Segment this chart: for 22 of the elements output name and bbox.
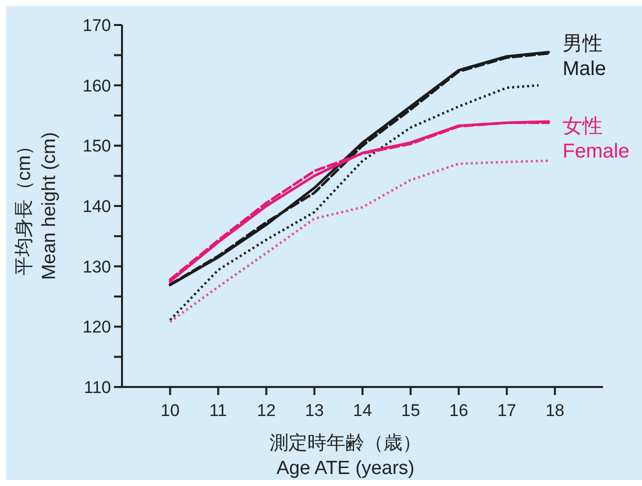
x-tick-label: 13 <box>304 401 324 420</box>
y-tick-label: 160 <box>82 76 111 96</box>
y-tick-label: 140 <box>82 197 111 216</box>
series-label: 女性 Female <box>562 116 630 163</box>
x-tick-label: 16 <box>449 401 468 420</box>
x-tick-label: 14 <box>353 401 372 420</box>
line-series <box>168 84 540 322</box>
y-tick-label: 150 <box>82 136 111 156</box>
y-axis-title: 平均身長（cm） Mean height (cm) <box>14 132 60 280</box>
x-axis-title: 測定時年齢（歳） Age ATE (years) <box>270 432 422 479</box>
x-tick-label: 10 <box>160 401 180 420</box>
y-tick-label: 130 <box>82 257 111 276</box>
y-tick-label: 110 <box>84 378 111 397</box>
line-series <box>168 160 550 324</box>
x-tick-label: 12 <box>256 401 276 420</box>
series-label: 男性 Male <box>562 33 606 80</box>
y-tick-label: 170 <box>82 16 111 35</box>
x-tick-label: 17 <box>497 401 516 420</box>
y-tick-label: 120 <box>82 318 111 337</box>
x-tick-label: 11 <box>209 401 228 420</box>
x-tick-label: 18 <box>545 401 564 420</box>
x-tick-label: 15 <box>401 401 420 420</box>
